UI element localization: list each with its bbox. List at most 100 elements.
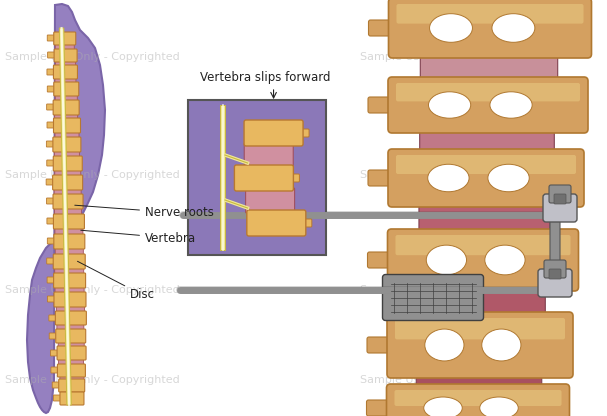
Text: Sample Use Only - Copyrighted: Sample Use Only - Copyrighted: [5, 52, 180, 62]
FancyBboxPatch shape: [396, 83, 580, 102]
FancyBboxPatch shape: [53, 100, 79, 115]
FancyBboxPatch shape: [53, 65, 78, 79]
FancyBboxPatch shape: [549, 185, 571, 203]
Polygon shape: [59, 28, 72, 405]
FancyBboxPatch shape: [368, 170, 396, 186]
FancyBboxPatch shape: [544, 260, 566, 278]
FancyBboxPatch shape: [51, 367, 60, 373]
FancyBboxPatch shape: [58, 364, 86, 377]
FancyBboxPatch shape: [53, 273, 86, 288]
FancyBboxPatch shape: [61, 389, 83, 394]
FancyBboxPatch shape: [396, 4, 583, 24]
FancyBboxPatch shape: [55, 112, 78, 119]
FancyBboxPatch shape: [396, 155, 576, 174]
FancyBboxPatch shape: [247, 210, 306, 236]
FancyBboxPatch shape: [47, 69, 56, 75]
FancyBboxPatch shape: [58, 359, 84, 366]
FancyBboxPatch shape: [419, 201, 550, 235]
Ellipse shape: [480, 397, 518, 416]
Ellipse shape: [428, 164, 469, 192]
FancyBboxPatch shape: [244, 120, 303, 146]
FancyBboxPatch shape: [388, 77, 588, 133]
Polygon shape: [220, 105, 225, 250]
FancyBboxPatch shape: [54, 49, 77, 62]
Text: Sample Use Only - Copyrighted: Sample Use Only - Copyrighted: [5, 170, 180, 180]
FancyBboxPatch shape: [55, 168, 81, 176]
Text: Sample Use Only - Copyrighted: Sample Use Only - Copyrighted: [5, 375, 180, 385]
Ellipse shape: [482, 329, 521, 361]
FancyBboxPatch shape: [554, 194, 566, 204]
FancyBboxPatch shape: [388, 0, 591, 58]
FancyBboxPatch shape: [55, 131, 79, 139]
Ellipse shape: [485, 245, 525, 275]
FancyBboxPatch shape: [49, 315, 58, 321]
FancyBboxPatch shape: [60, 374, 84, 381]
FancyBboxPatch shape: [395, 318, 565, 339]
FancyBboxPatch shape: [50, 350, 59, 356]
FancyBboxPatch shape: [550, 202, 560, 295]
FancyBboxPatch shape: [395, 390, 561, 406]
FancyBboxPatch shape: [53, 194, 83, 209]
Ellipse shape: [430, 14, 472, 42]
Ellipse shape: [424, 397, 463, 416]
Text: Sample Use Only - Copyrighted: Sample Use Only - Copyrighted: [360, 170, 535, 180]
FancyBboxPatch shape: [543, 194, 577, 222]
FancyBboxPatch shape: [47, 104, 56, 110]
FancyBboxPatch shape: [47, 122, 56, 128]
FancyBboxPatch shape: [367, 400, 395, 416]
FancyBboxPatch shape: [382, 275, 484, 320]
FancyBboxPatch shape: [55, 94, 77, 102]
FancyBboxPatch shape: [55, 77, 76, 84]
FancyBboxPatch shape: [188, 100, 326, 255]
FancyBboxPatch shape: [301, 219, 312, 227]
Text: Sample Use Only - Copyrighted: Sample Use Only - Copyrighted: [5, 285, 180, 295]
FancyBboxPatch shape: [418, 285, 545, 317]
Text: Sample Use Only - Copyrighted: Sample Use Only - Copyrighted: [360, 375, 535, 385]
FancyBboxPatch shape: [54, 32, 76, 45]
Text: Vertebra slips forward: Vertebra slips forward: [200, 71, 330, 84]
FancyBboxPatch shape: [56, 305, 84, 312]
FancyBboxPatch shape: [47, 52, 56, 58]
FancyBboxPatch shape: [387, 384, 569, 416]
FancyBboxPatch shape: [58, 342, 84, 347]
FancyBboxPatch shape: [416, 372, 542, 389]
Text: Sample Use Only - Copyrighted: Sample Use Only - Copyrighted: [360, 285, 535, 295]
FancyBboxPatch shape: [419, 127, 554, 154]
FancyBboxPatch shape: [47, 277, 56, 283]
FancyBboxPatch shape: [368, 20, 396, 36]
FancyBboxPatch shape: [49, 333, 58, 339]
FancyBboxPatch shape: [59, 379, 85, 392]
FancyBboxPatch shape: [55, 247, 83, 255]
FancyBboxPatch shape: [55, 285, 84, 294]
FancyBboxPatch shape: [54, 234, 85, 249]
FancyBboxPatch shape: [244, 143, 293, 168]
Ellipse shape: [429, 92, 470, 118]
FancyBboxPatch shape: [288, 174, 299, 182]
FancyBboxPatch shape: [234, 165, 293, 191]
Ellipse shape: [490, 92, 532, 118]
FancyBboxPatch shape: [387, 312, 573, 378]
FancyBboxPatch shape: [549, 269, 561, 279]
FancyBboxPatch shape: [367, 252, 396, 268]
Text: Disc: Disc: [78, 261, 155, 302]
FancyBboxPatch shape: [47, 296, 56, 302]
FancyBboxPatch shape: [420, 52, 558, 82]
FancyBboxPatch shape: [55, 311, 86, 325]
FancyBboxPatch shape: [53, 175, 83, 190]
FancyBboxPatch shape: [53, 118, 81, 133]
FancyBboxPatch shape: [53, 395, 63, 401]
FancyBboxPatch shape: [46, 141, 55, 147]
FancyBboxPatch shape: [53, 254, 85, 269]
FancyBboxPatch shape: [46, 179, 55, 185]
FancyBboxPatch shape: [60, 392, 84, 405]
FancyBboxPatch shape: [54, 292, 86, 307]
Ellipse shape: [492, 14, 535, 42]
FancyBboxPatch shape: [57, 324, 84, 330]
FancyBboxPatch shape: [47, 258, 56, 264]
Ellipse shape: [425, 329, 464, 361]
FancyBboxPatch shape: [56, 59, 76, 67]
FancyBboxPatch shape: [55, 206, 81, 215]
FancyBboxPatch shape: [53, 156, 83, 171]
FancyBboxPatch shape: [47, 198, 55, 204]
FancyBboxPatch shape: [55, 42, 74, 50]
